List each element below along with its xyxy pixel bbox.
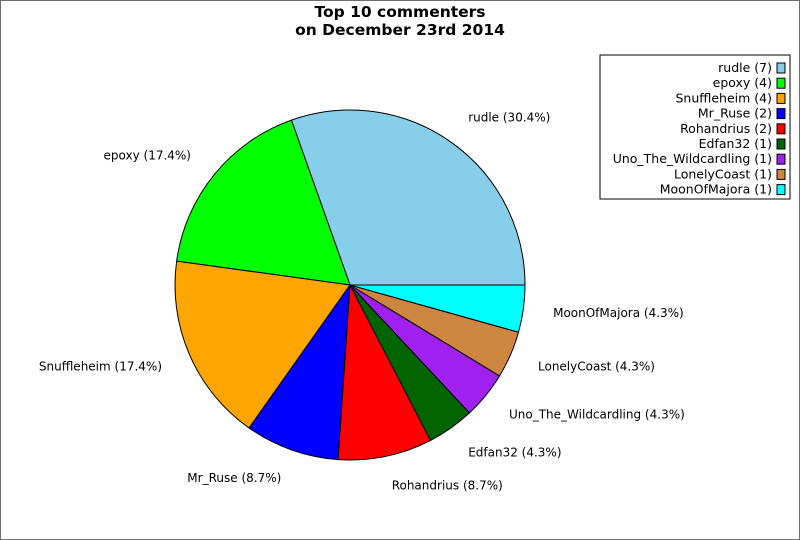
slice-label-lonelycoast: LonelyCoast (4.3%) bbox=[538, 360, 655, 374]
legend-label-moonofmajora: MoonOfMajora (1) bbox=[660, 182, 772, 197]
slice-label-edfan32: Edfan32 (4.3%) bbox=[468, 446, 561, 460]
legend-swatch-mr-ruse bbox=[776, 108, 786, 120]
legend-label-lonelycoast: LonelyCoast (1) bbox=[674, 166, 772, 181]
legend-swatch-moonofmajora bbox=[776, 184, 786, 196]
legend-swatch-snuffleheim bbox=[776, 92, 786, 104]
legend-label-rudle: rudle (7) bbox=[718, 60, 772, 75]
slice-label-rohandrius: Rohandrius (8.7%) bbox=[392, 479, 503, 493]
legend-swatch-rudle bbox=[776, 62, 786, 74]
slice-label-rudle: rudle (30.4%) bbox=[468, 111, 550, 125]
legend-swatch-epoxy bbox=[776, 77, 786, 89]
legend-label-uno-the-wildcardling: Uno_The_Wildcardling (1) bbox=[613, 151, 772, 166]
slice-label-mr-ruse: Mr_Ruse (8.7%) bbox=[187, 471, 281, 485]
legend-swatch-uno-the-wildcardling bbox=[776, 153, 786, 165]
legend-box bbox=[599, 54, 791, 200]
pie-slice-mr-ruse bbox=[248, 283, 351, 461]
slice-label-snuffleheim: Snuffleheim (17.4%) bbox=[39, 360, 162, 374]
pie-slice-epoxy bbox=[176, 119, 351, 286]
pie-slice-snuffleheim bbox=[174, 260, 351, 429]
slice-label-moonofmajora: MoonOfMajora (4.3%) bbox=[553, 306, 684, 320]
slice-label-epoxy: epoxy (17.4%) bbox=[104, 149, 191, 163]
legend-swatch-edfan32 bbox=[776, 138, 786, 150]
legend-label-epoxy: epoxy (4) bbox=[713, 75, 772, 90]
chart-title: Top 10 commenters bbox=[314, 3, 485, 21]
legend-swatch-lonelycoast bbox=[776, 168, 786, 180]
legend-swatch-rohandrius bbox=[776, 123, 786, 135]
legend-label-mr-ruse: Mr_Ruse (2) bbox=[698, 106, 772, 121]
legend-label-snuffleheim: Snuffleheim (4) bbox=[676, 90, 773, 105]
legend: rudle (7)epoxy (4)Snuffleheim (4)Mr_Ruse… bbox=[599, 54, 791, 200]
legend-label-rohandrius: Rohandrius (2) bbox=[680, 121, 772, 136]
pie-slice-rudle bbox=[290, 109, 526, 286]
legend-label-edfan32: Edfan32 (1) bbox=[699, 136, 772, 151]
pie-slice-rohandrius bbox=[337, 283, 432, 461]
pie-slices bbox=[174, 109, 526, 461]
slice-label-uno-the-wildcardling: Uno_The_Wildcardling (4.3%) bbox=[509, 407, 685, 421]
pie-slice-labels: rudle (30.4%) epoxy (17.4%) Snuffleheim (1… bbox=[39, 111, 685, 493]
chart-subtitle: on December 23rd 2014 bbox=[295, 21, 505, 39]
pie-slice-moonofmajora bbox=[349, 284, 526, 333]
